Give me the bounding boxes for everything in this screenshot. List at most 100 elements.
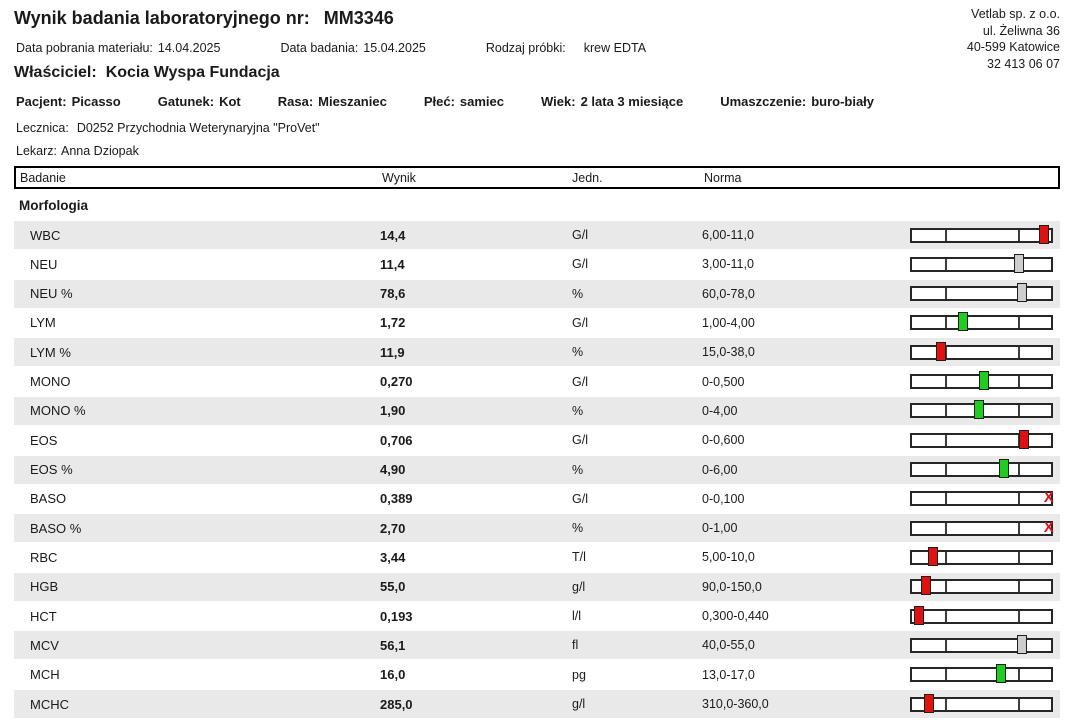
- range-tick: [945, 581, 948, 593]
- patient-field-pair: Umaszczenie: buro-biały: [720, 94, 874, 109]
- table-row: RBC 3,44 T/l 5,00-10,0: [14, 543, 1060, 571]
- analyte-name: RBC: [30, 549, 58, 565]
- patient-field-pair: Pacjent: Picasso: [16, 94, 121, 109]
- patient-field-label: Wiek:: [541, 94, 576, 109]
- meta-value: 15.04.2025: [363, 41, 426, 55]
- table-row: MCH 16,0 pg 13,0-17,0: [14, 661, 1060, 689]
- result-value: 11,9: [380, 344, 405, 360]
- clinic-line: Lecznica: D0252 Przychodnia Weterynaryjna…: [16, 121, 320, 135]
- range-tick: [945, 376, 948, 388]
- range-marker: [974, 400, 985, 420]
- result-norm: 6,00-11,0: [702, 228, 754, 242]
- range-marker: [928, 546, 939, 566]
- patient-field-label: Rasa:: [277, 94, 314, 109]
- range-bar: [910, 253, 1053, 273]
- table-row: LYM % 11,9 % 15,0-38,0: [14, 338, 1060, 367]
- range-bar-cell: [902, 546, 1060, 566]
- range-tick: [1018, 610, 1021, 622]
- range-bar-cell: X: [902, 519, 1060, 536]
- column-header-jedn: Jedn.: [572, 170, 603, 185]
- patient-line: Pacjent: Picasso Gatunek: Kot Rasa: Mieszanie…: [16, 94, 911, 109]
- meta-pair: Data badania: 15.04.2025: [280, 41, 425, 55]
- column-header-norma: Norma: [704, 170, 742, 185]
- clinic-label: Lecznica:: [16, 121, 69, 135]
- result-norm: 13,0-17,0: [702, 667, 755, 682]
- result-value: 2,70: [380, 520, 406, 536]
- result-norm: 0,300-0,440: [702, 609, 769, 624]
- range-tick: [945, 229, 948, 241]
- result-value: 55,0: [380, 579, 406, 595]
- result-norm: 3,00-11,0: [702, 257, 754, 272]
- owner-name: Kocia Wyspa Fundacja: [105, 64, 280, 81]
- result-unit: G/l: [572, 374, 588, 389]
- report-number: MM3346: [323, 8, 394, 28]
- patient-field-label: Gatunek:: [157, 94, 215, 109]
- result-unit: %: [572, 345, 584, 360]
- range-tick: [1018, 669, 1021, 681]
- table-row: MONO % 1,90 % 0-4,00: [14, 396, 1060, 425]
- results-table-body: WBC 14,4 G/l 6,00-11,0 NEU 11,4 G/l 3,00…: [14, 221, 1060, 719]
- range-bar-cell: [902, 400, 1060, 420]
- range-marker: [995, 664, 1006, 684]
- result-value: 3,44: [380, 549, 406, 565]
- range-bar-cell: [902, 605, 1060, 625]
- result-value: 78,6: [380, 286, 406, 302]
- range-marker: [935, 341, 946, 361]
- result-value: 14,4: [380, 227, 406, 243]
- range-bar-cell: [902, 634, 1060, 654]
- results-table-header: Badanie Wynik Jedn. Norma: [14, 166, 1060, 189]
- analyte-name: HGB: [30, 579, 59, 595]
- clinic-name: D0252 Przychodnia Weterynaryjna "ProVet": [76, 121, 320, 135]
- result-unit: G/l: [572, 491, 588, 506]
- range-bar-cell: X: [902, 489, 1060, 507]
- result-norm: 310,0-360,0: [702, 697, 769, 711]
- result-value: 16,0: [380, 667, 406, 683]
- range-tick: [1018, 317, 1021, 329]
- vet-name: Anna Dziopak: [61, 144, 139, 158]
- range-tick: [945, 464, 948, 475]
- meta-value: krew EDTA: [583, 41, 647, 55]
- result-value: 4,90: [380, 462, 406, 477]
- range-bar-cell: [902, 312, 1060, 332]
- range-bar: [910, 459, 1053, 478]
- range-bar: [910, 605, 1053, 625]
- meta-value: 14.04.2025: [157, 41, 221, 55]
- range-marker: [914, 605, 925, 625]
- result-norm: 0-0,500: [702, 374, 745, 389]
- patient-field-pair: Wiek: 2 lata 3 miesiące: [541, 94, 683, 109]
- table-row: BASO 0,389 G/l 0-0,100 X: [14, 485, 1060, 513]
- range-bar-cell: [902, 283, 1060, 303]
- result-unit: g/l: [572, 579, 586, 594]
- result-unit: G/l: [572, 257, 588, 272]
- range-tick: [945, 405, 948, 417]
- patient-field-label: Pacjent:: [16, 94, 67, 109]
- meta-label: Data badania:: [280, 41, 359, 55]
- analyte-name: MONO: [30, 374, 71, 390]
- table-row: EOS % 4,90 % 0-6,00: [14, 455, 1060, 484]
- range-bar: [910, 693, 1053, 713]
- result-norm: 90,0-150,0: [702, 579, 762, 594]
- meta-pair: Rodzaj próbki: krew EDTA: [486, 41, 646, 55]
- lab-name: Vetlab sp. z o.o.: [971, 7, 1060, 21]
- result-value: 0,706: [380, 432, 413, 448]
- range-bar-cell: [902, 429, 1060, 449]
- table-row: LYM 1,72 G/l 1,00-4,00: [14, 309, 1060, 337]
- patient-field-value: Mieszaniec: [318, 94, 387, 109]
- table-row: EOS 0,706 G/l 0-0,600: [14, 426, 1060, 454]
- patient-field-pair: Gatunek: Kot: [158, 94, 241, 109]
- result-unit: l/l: [572, 609, 582, 624]
- range-bar: [910, 429, 1053, 449]
- meta-label: Data pobrania materiału:: [16, 41, 153, 55]
- range-bar: [910, 312, 1053, 332]
- range-tick: [1018, 493, 1021, 505]
- range-tick: [1018, 229, 1021, 241]
- lab-street: ul. Żeliwna 36: [982, 23, 1060, 38]
- range-tick: [945, 258, 948, 270]
- range-marker: [921, 576, 932, 596]
- range-tick: [945, 551, 948, 563]
- range-marker: [998, 459, 1009, 478]
- table-row: MCHC 285,0 g/l 310,0-360,0: [14, 690, 1060, 718]
- analyte-name: LYM %: [30, 344, 71, 360]
- patient-field-pair: Rasa: Mieszaniec: [278, 94, 387, 109]
- patient-field-value: 2 lata 3 miesiące: [580, 94, 684, 109]
